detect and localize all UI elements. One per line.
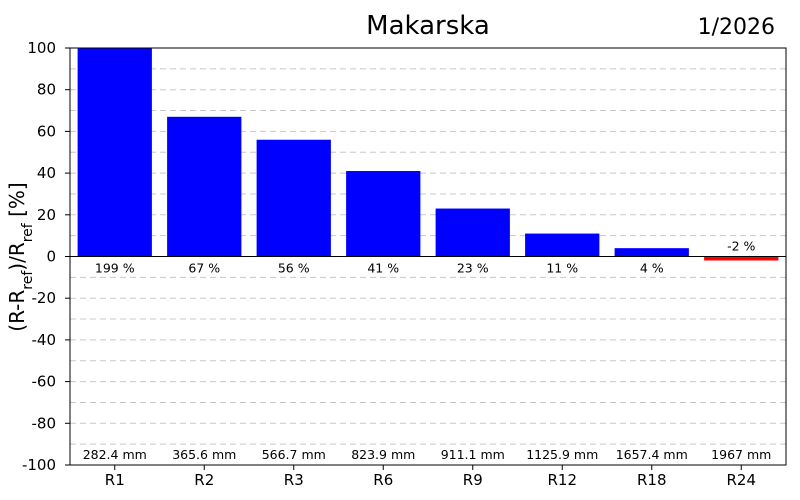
x-tick-label: R12 [547,471,577,489]
y-axis-label: (R-Rref)/Rref [%] [5,182,36,331]
bar-amount-label: 1967 mm [711,447,771,462]
y-tick-label: -40 [32,331,57,349]
bar [435,208,510,257]
y-tick-label: -20 [32,289,57,307]
y-tick-label: -80 [32,414,57,432]
bar [346,171,421,257]
y-tick-label: 40 [37,164,56,182]
bar-value-label: 11 % [546,261,578,276]
y-tick-label: 80 [37,81,56,99]
y-tick-label: -60 [32,373,57,391]
bars [77,48,779,261]
bar-value-label: 199 % [95,261,135,276]
bar-value-label: 67 % [188,261,220,276]
bar [704,256,779,261]
plot-frame [69,47,787,466]
chart-period: 1/2026 [698,15,775,40]
x-tick-label: R9 [463,471,483,489]
axes: 100 80 60 40 20 0 -20 -40 -60 -80 -100 [22,39,787,474]
x-tick-label: R3 [284,471,304,489]
bar-amount-label: 823.9 mm [351,447,415,462]
x-tick-label: R24 [726,471,756,489]
bar-value-label: 41 % [367,261,399,276]
x-tick-label: R18 [637,471,667,489]
y-tick-label: 100 [27,39,56,57]
chart-title: Makarska [366,11,490,41]
bar [256,139,331,257]
bar-value-label: 56 % [278,261,310,276]
bar [525,233,600,257]
bar-amount-label: 1657.4 mm [616,447,688,462]
bar-value-label: -2 % [727,239,755,254]
bar [614,248,689,257]
x-tick-label: R1 [105,471,125,489]
x-tick-label: R6 [373,471,393,489]
bar [167,116,242,257]
bar-amount-label: 911.1 mm [441,447,505,462]
bar [77,48,152,257]
y-tick-label: 0 [46,248,56,266]
labels: 199 % 282.4 mm R1 67 % 365.6 mm R2 56 % 566.7 m… [83,239,772,490]
bar-value-label: 4 % [640,261,664,276]
x-tick-label: R2 [194,471,214,489]
bar-amount-label: 1125.9 mm [526,447,598,462]
y-tick-label: 60 [37,122,56,140]
bar-amount-label: 282.4 mm [83,447,147,462]
bar-amount-label: 566.7 mm [262,447,326,462]
bar-value-label: 23 % [457,261,489,276]
y-tick-label: -100 [22,456,56,474]
y-tick-label: 20 [37,206,56,224]
bar-amount-label: 365.6 mm [172,447,236,462]
